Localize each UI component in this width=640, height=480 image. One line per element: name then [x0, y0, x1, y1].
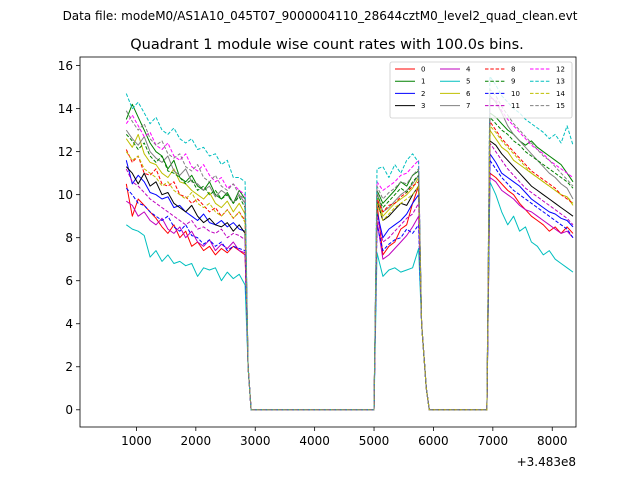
legend-label-8: 8 — [511, 66, 515, 74]
x-offset-label: +3.483e8 — [517, 455, 576, 469]
legend-label-9: 9 — [511, 78, 515, 86]
series-line-6 — [125, 129, 574, 411]
x-tick-label: 8000 — [537, 434, 568, 448]
y-tick-label: 4 — [65, 317, 73, 331]
series-line-2 — [125, 153, 574, 411]
y-tick-label: 8 — [65, 231, 73, 245]
series-line-14 — [125, 125, 574, 411]
legend-label-11: 11 — [511, 102, 520, 110]
x-tick-label: 1000 — [121, 434, 152, 448]
series-line-15 — [125, 88, 574, 411]
series-line-10 — [125, 159, 574, 411]
x-tick-label: 3000 — [240, 434, 271, 448]
y-tick-label: 6 — [65, 274, 73, 288]
series-line-9 — [125, 116, 574, 411]
series-line-5 — [126, 181, 574, 411]
legend-label-7: 7 — [466, 102, 470, 110]
y-tick-label: 2 — [65, 360, 73, 374]
y-tick-label: 0 — [65, 403, 73, 417]
x-tick-label: 4000 — [299, 434, 330, 448]
series-line-11 — [125, 142, 574, 411]
x-tick-label: 2000 — [181, 434, 212, 448]
legend-label-3: 3 — [421, 102, 425, 110]
legend-label-6: 6 — [466, 90, 471, 98]
series-line-4 — [126, 177, 574, 411]
y-tick-label: 12 — [58, 145, 73, 159]
legend-label-5: 5 — [466, 78, 470, 86]
series-line-8 — [125, 121, 574, 411]
series-line-0 — [125, 172, 574, 411]
x-tick-label: 6000 — [418, 434, 449, 448]
y-tick-label: 16 — [58, 59, 73, 73]
x-tick-label: 5000 — [359, 434, 390, 448]
figure-suptitle: Data file: modeM0/AS1A10_045T07_90000041… — [63, 9, 578, 23]
x-tick-label: 7000 — [478, 434, 509, 448]
series-line-12 — [125, 97, 574, 411]
legend-label-14: 14 — [556, 90, 565, 98]
legend-label-2: 2 — [421, 90, 425, 98]
legend-frame — [389, 61, 573, 119]
legend-label-4: 4 — [466, 66, 471, 74]
series-line-13 — [125, 75, 574, 411]
plot-area-frame — [79, 56, 577, 428]
legend-label-15: 15 — [556, 102, 565, 110]
series-line-1 — [125, 103, 574, 411]
series-lines — [125, 75, 574, 411]
chart-title: Quadrant 1 module wise count rates with … — [130, 37, 524, 53]
y-tick-label: 10 — [58, 188, 73, 202]
y-tick-label: 14 — [58, 102, 73, 116]
legend-label-13: 13 — [556, 78, 565, 86]
legend-label-1: 1 — [421, 78, 425, 86]
axis-ticks: 1000 2000 3000 4000 5000 6000 7000 800002468101… — [58, 59, 568, 448]
legend-label-12: 12 — [556, 66, 565, 74]
legend-label-0: 0 — [421, 66, 425, 74]
legend-label-10: 10 — [511, 90, 520, 98]
